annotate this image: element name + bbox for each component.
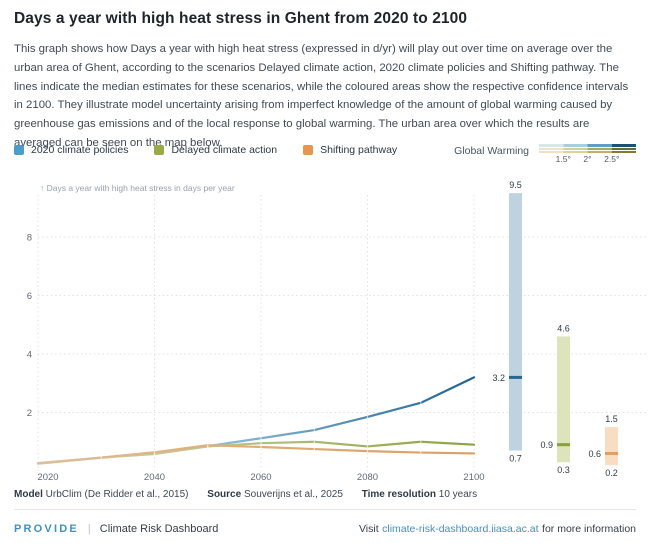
x-axis-tick-label: 2040 [144, 472, 165, 483]
visit-info: Visit climate-risk-dashboard.iiasa.ac.at… [359, 523, 636, 535]
ci-high-label: 1.5 [605, 414, 618, 424]
legend-item-delayed-climate-action[interactable]: Delayed climate action [154, 144, 277, 156]
meta-source-label: Source [207, 489, 242, 500]
ci-low-label: 0.2 [605, 468, 618, 478]
ci-bar-delayed-climate-action [557, 336, 570, 463]
product-name: Climate Risk Dashboard [99, 523, 219, 535]
global-warming-scale: 1.5° 2° 2.5° [539, 144, 636, 165]
brand-block: PROVIDE | Climate Risk Dashboard [14, 523, 218, 535]
page-title: Days a year with high heat stress in Ghe… [14, 10, 468, 27]
bottom-bar: PROVIDE | Climate Risk Dashboard Visit c… [14, 519, 636, 539]
ci-bar-2020-climate-policies [509, 193, 522, 451]
legend-row: 2020 climate policies Delayed climate act… [14, 144, 636, 170]
warming-scale-row-shifting-pathway [539, 151, 636, 153]
ci-bar-shifting-pathway [605, 427, 618, 466]
footer-divider [14, 509, 636, 510]
ci-median-label: 3.2 [492, 373, 505, 383]
y-axis-tick-label: 8 [27, 233, 32, 244]
ci-median-label: 0.9 [540, 440, 553, 450]
x-axis-tick-label: 2060 [250, 472, 271, 483]
meta-time-label: Time resolution [361, 489, 436, 500]
meta-time-resolution: Time resolution 10 years [362, 489, 477, 500]
scenario-legend: 2020 climate policies Delayed climate act… [14, 144, 423, 156]
legend-swatch [154, 145, 165, 155]
warming-scale-tick: 2° [583, 154, 592, 164]
ci-low-label: 0.3 [557, 465, 570, 475]
meta-time-value: 10 years [438, 489, 478, 500]
chart-meta: Model UrbClim (De Ridder et al., 2015) S… [14, 489, 493, 500]
chart-description: This graph shows how Days a year with hi… [14, 43, 629, 149]
legend-item-2020-climate-policies[interactable]: 2020 climate policies [14, 144, 128, 156]
visit-suffix: for more information [542, 523, 636, 535]
meta-source: Source Souverijns et al., 2025 [207, 489, 343, 500]
x-axis-tick-label: 2100 [463, 472, 484, 483]
ci-median-2020-climate-policies [509, 375, 522, 379]
heat-stress-chart: 2 4 6 8 ↑ Days a year with high heat stress … [0, 181, 650, 485]
global-warming-label: Global Warming [454, 145, 529, 157]
visit-prefix: Visit [358, 523, 379, 535]
y-axis-tick-label: 4 [27, 350, 32, 361]
global-warming-legend: Global Warming 1.5° 2° 2.5° [454, 144, 636, 165]
warming-scale-row-delayed-climate-action [539, 148, 636, 150]
y-axis-tick-label: 2 [27, 408, 32, 419]
legend-label: Delayed climate action [171, 144, 278, 156]
warming-scale-tick: 1.5° [555, 154, 571, 164]
y-axis-annotation: ↑ Days a year with high heat stress in d… [40, 183, 235, 193]
x-axis-tick-label: 2080 [357, 472, 378, 483]
legend-item-shifting-pathway[interactable]: Shifting pathway [303, 144, 397, 156]
ci-low-label: 0.7 [509, 454, 522, 464]
legend-swatch [14, 145, 24, 155]
meta-model-value: UrbClim (De Ridder et al., 2015) [45, 489, 189, 500]
warming-scale-ticks: 1.5° 2° 2.5° [539, 154, 636, 165]
series-line-shifting-pathway [36, 444, 476, 465]
warming-scale-tick: 2.5° [604, 154, 620, 164]
ci-median-delayed-climate-action [557, 443, 570, 447]
warming-scale-row-2020-climate-policies [539, 144, 636, 147]
legend-label: 2020 climate policies [31, 144, 129, 156]
legend-swatch [303, 145, 314, 155]
brand-separator: | [87, 523, 91, 535]
ci-high-label: 9.5 [509, 181, 522, 190]
y-axis-tick-label: 6 [27, 291, 32, 302]
meta-source-value: Souverijns et al., 2025 [243, 489, 343, 500]
ci-median-shifting-pathway [605, 451, 618, 455]
x-axis-tick-label: 2020 [37, 472, 58, 483]
ci-median-label: 0.6 [588, 449, 601, 459]
meta-model: Model UrbClim (De Ridder et al., 2015) [14, 489, 189, 500]
meta-model-label: Model [14, 489, 43, 500]
dashboard-link[interactable]: climate-risk-dashboard.iiasa.ac.at [382, 523, 539, 535]
legend-label: Shifting pathway [320, 144, 398, 156]
provide-logo[interactable]: PROVIDE [14, 523, 79, 535]
series-line-2020-climate-policies [36, 376, 476, 465]
ci-high-label: 4.6 [557, 323, 570, 333]
